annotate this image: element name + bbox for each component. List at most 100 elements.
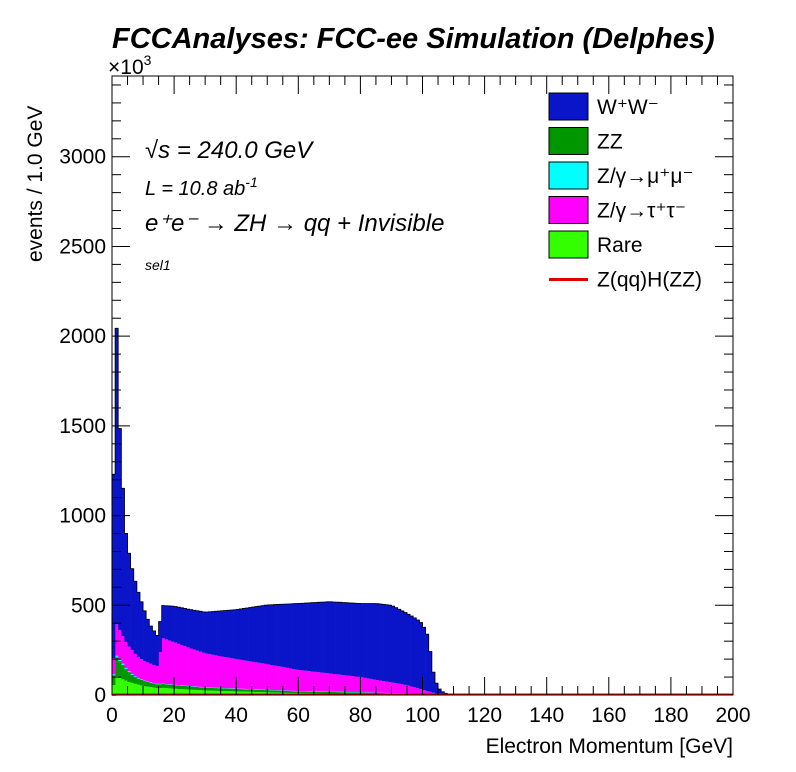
histogram-bin <box>242 608 246 661</box>
histogram-bin <box>133 581 138 654</box>
histogram-bin <box>285 667 290 691</box>
histogram-bin <box>363 603 367 678</box>
histogram-bin <box>316 691 321 694</box>
histogram-bin <box>422 690 426 694</box>
histogram-bin <box>177 688 181 695</box>
legend-entry: Z/γ→τ⁺τ⁻ <box>548 196 686 224</box>
histogram-bin <box>403 612 408 685</box>
histogram-bin <box>270 665 274 690</box>
histogram-bin <box>351 676 355 692</box>
histogram-bin <box>136 684 141 695</box>
histogram-bin <box>214 655 218 688</box>
legend-label: Rare <box>597 234 643 257</box>
histogram-bin <box>130 682 135 695</box>
histogram-bin <box>152 683 156 688</box>
luminosity-annotation: L = 10.8 ab-1 <box>145 174 258 200</box>
series-zz <box>112 657 445 696</box>
histogram-bin <box>155 665 159 684</box>
histogram-bin <box>158 684 162 689</box>
histogram-bin <box>279 690 284 693</box>
histogram-bin <box>431 672 436 693</box>
histogram-bin <box>124 533 128 642</box>
histogram-bin <box>211 611 215 655</box>
x-tick-label: 20 <box>162 704 185 727</box>
histogram-bin <box>192 649 197 687</box>
histogram-bin <box>332 692 336 694</box>
histogram-bin <box>326 691 330 694</box>
histogram-bin <box>164 684 169 689</box>
histogram-bin <box>273 665 277 691</box>
histogram-bin <box>357 603 361 677</box>
histogram-bin <box>155 688 159 695</box>
histogram-bin <box>233 691 237 695</box>
histogram-bin <box>124 641 128 668</box>
histogram-bin <box>419 689 423 694</box>
legend-swatch <box>548 92 589 121</box>
histogram-bin <box>202 652 206 688</box>
histogram-bin <box>226 691 231 695</box>
histogram-bin <box>438 689 442 695</box>
histogram-bin <box>276 690 280 693</box>
histogram-bin <box>112 674 116 676</box>
histogram-bin <box>416 688 420 694</box>
y-scale-exponent: ×103 <box>108 52 152 79</box>
histogram-bin <box>354 676 358 693</box>
histogram-bin <box>372 692 377 695</box>
y-tick-label: 500 <box>71 594 106 617</box>
histogram-bin <box>313 602 318 672</box>
histogram-bin <box>189 648 194 687</box>
histogram-bin <box>118 659 122 661</box>
histogram-bin <box>366 603 371 679</box>
histogram-bin <box>205 611 209 654</box>
histogram-bin <box>282 690 287 693</box>
histogram-bin <box>183 646 187 686</box>
histogram-bin <box>316 602 321 673</box>
histogram-bin <box>248 661 253 690</box>
histogram-bin <box>351 692 355 694</box>
histogram-bin <box>143 681 147 687</box>
histogram-bin <box>130 674 135 675</box>
histogram-bin <box>335 692 339 694</box>
histogram-bin <box>338 692 343 694</box>
histogram-bin <box>121 488 125 637</box>
histogram-bin <box>267 664 271 690</box>
histogram-bin <box>161 684 166 688</box>
histogram-bin <box>220 610 225 657</box>
histogram-bin <box>195 690 200 695</box>
histogram-bin <box>189 609 194 649</box>
selection-annotation: sel1 <box>145 257 171 273</box>
histogram-bin <box>143 610 147 662</box>
histogram-bin <box>192 686 197 690</box>
histogram-bin <box>164 688 169 695</box>
x-tick-label: 140 <box>529 704 564 727</box>
histogram-bin <box>139 601 144 660</box>
histogram-bin <box>245 660 249 689</box>
legend-label: Z/γ→μ⁺μ⁻ <box>597 165 694 188</box>
histogram-bin <box>149 687 153 695</box>
histogram-bin <box>124 680 128 695</box>
histogram-bin <box>189 686 194 690</box>
histogram-bin <box>229 609 234 659</box>
histogram-bin <box>223 691 228 695</box>
histogram-bin <box>118 677 122 695</box>
histogram-bin <box>251 689 256 692</box>
histogram-bin <box>245 607 249 661</box>
histogram-bin <box>292 603 296 670</box>
histogram-bin <box>198 611 203 652</box>
histogram-bin <box>115 328 119 625</box>
histogram-bin <box>158 688 162 695</box>
histogram-bin <box>320 691 324 694</box>
histogram-bin <box>127 646 131 672</box>
histogram-bin <box>338 602 343 675</box>
y-axis-label: events / 1.0 GeV <box>24 106 47 262</box>
histogram-bin <box>170 688 175 695</box>
legend: W⁺W⁻ ZZ Z/γ→μ⁺μ⁻ Z/γ→τ⁺τ⁻ Rare Z(qq)H(ZZ) <box>548 92 702 292</box>
histogram-bin <box>251 691 256 695</box>
histogram-bin <box>133 677 138 684</box>
histogram-bin <box>304 670 308 692</box>
histogram-bin <box>152 687 156 695</box>
histogram-bin <box>130 568 135 651</box>
histogram-bin <box>360 603 364 678</box>
histogram-bin <box>270 604 274 666</box>
